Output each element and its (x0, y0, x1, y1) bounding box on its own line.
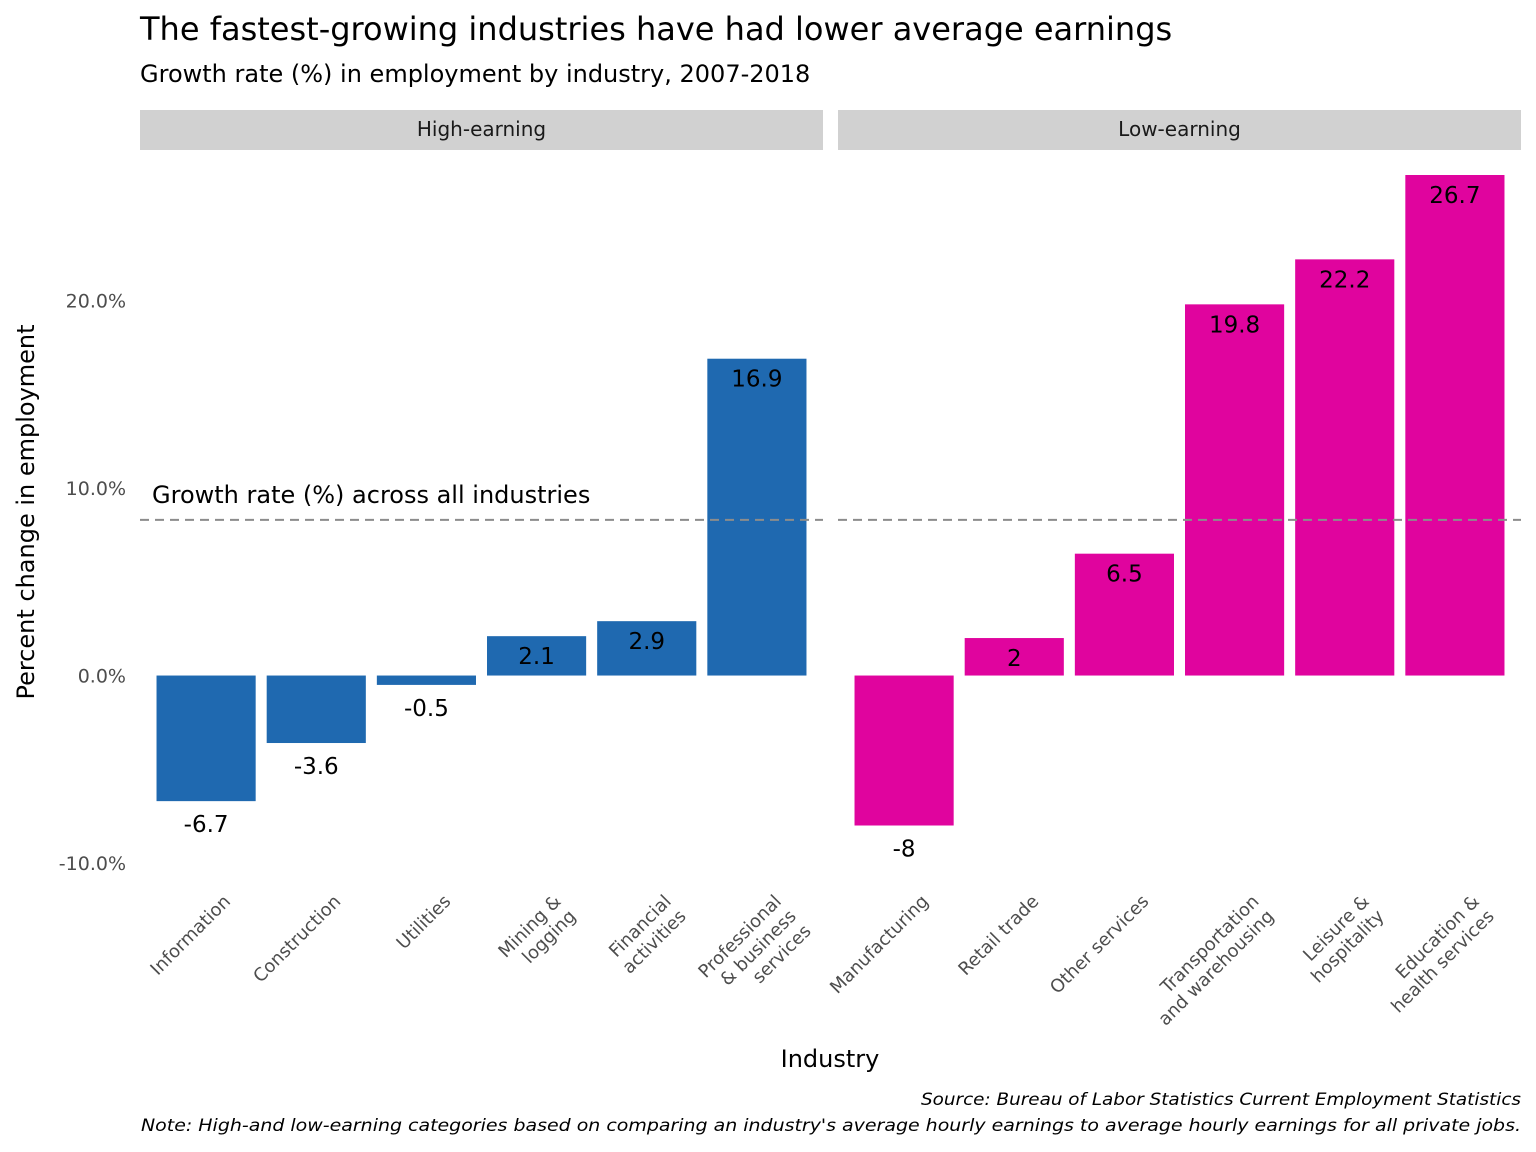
bar (266, 675, 366, 744)
x-tick-label: Professional& businessservices (694, 891, 815, 1012)
reference-line-group: Growth rate (%) across all industries (140, 481, 1521, 521)
x-tick-label: Retail trade (954, 891, 1043, 980)
bar (1185, 304, 1285, 676)
y-tick-label: -10.0% (59, 853, 126, 875)
bar (1405, 174, 1505, 676)
bar-value-label: 26.7 (1429, 183, 1480, 209)
bar-value-label: -0.5 (404, 696, 449, 722)
y-axis: -10.0% 0.0% 10.0% 20.0% (59, 291, 126, 875)
bar (964, 638, 1064, 676)
x-tick-label: Construction (249, 891, 345, 987)
facet-panels: High-earning -6.7 Information -3.6 Construct… (140, 110, 1521, 1030)
x-tick-label-line: Information (146, 891, 235, 980)
bar (487, 636, 587, 676)
x-tick-label-line: Retail trade (954, 891, 1043, 980)
facet-strip-label: High-earning (417, 117, 546, 141)
facet-panel: Low-earning -8 Manufacturing 2 Retail trade 6… (826, 110, 1521, 1030)
x-tick-label: Utilities (393, 891, 456, 954)
x-tick-label: Transportationand warehousing (1139, 891, 1278, 1030)
bar-value-label: 16.9 (731, 367, 782, 393)
bar (1295, 259, 1395, 676)
x-tick-label: Leisure &hospitality (1292, 891, 1388, 987)
facet-panel: High-earning -6.7 Information -3.6 Construct… (140, 110, 823, 1012)
bar (376, 675, 476, 685)
y-tick-label: 0.0% (78, 666, 126, 688)
facet-strip (838, 110, 1521, 150)
x-tick-label: Mining &logging (494, 891, 580, 977)
x-tick-label-line: Construction (249, 891, 345, 987)
chart-title: The fastest-growing industries have had … (139, 10, 1172, 48)
bar (854, 675, 954, 826)
bar-value-label: -3.6 (294, 754, 339, 780)
caption-line: Note: High-and low-earning categories ba… (141, 1116, 1521, 1136)
caption: Source: Bureau of Labor Statistics Curre… (141, 1090, 1521, 1136)
bar-value-label: 2.9 (628, 629, 665, 655)
x-tick-label-line: Utilities (393, 891, 456, 954)
caption-line: Source: Bureau of Labor Statistics Curre… (921, 1090, 1521, 1110)
bar-value-label: 2 (1007, 646, 1022, 672)
x-tick-label: Information (146, 891, 235, 980)
bar-value-label: -6.7 (184, 812, 229, 838)
bar (707, 358, 807, 676)
bar-value-label: 22.2 (1319, 267, 1370, 293)
x-tick-label: Other services (1046, 891, 1153, 998)
x-axis-title: Industry (781, 1045, 880, 1073)
x-tick-label: Education &health services (1372, 891, 1498, 1017)
x-tick-label: Financialactivities (603, 891, 690, 978)
x-tick-label-line: Manufacturing (826, 891, 933, 998)
reference-line-label: Growth rate (%) across all industries (152, 481, 590, 509)
chart-subtitle: Growth rate (%) in employment by industr… (140, 60, 810, 88)
facet-strip-label: Low-earning (1118, 117, 1241, 141)
bar-value-label: 19.8 (1209, 312, 1260, 338)
bar (156, 675, 256, 802)
bar-value-label: -8 (893, 837, 916, 863)
y-axis-title: Percent change in employment (12, 324, 40, 699)
y-tick-label: 20.0% (66, 291, 126, 313)
bar (597, 621, 697, 676)
bar-value-label: 6.5 (1106, 562, 1143, 588)
x-tick-label: Manufacturing (826, 891, 933, 998)
y-tick-label: 10.0% (66, 478, 126, 500)
facet-strip (140, 110, 823, 150)
x-tick-label-line: Other services (1046, 891, 1153, 998)
bar (1074, 553, 1174, 676)
bar-value-label: 2.1 (518, 644, 555, 670)
